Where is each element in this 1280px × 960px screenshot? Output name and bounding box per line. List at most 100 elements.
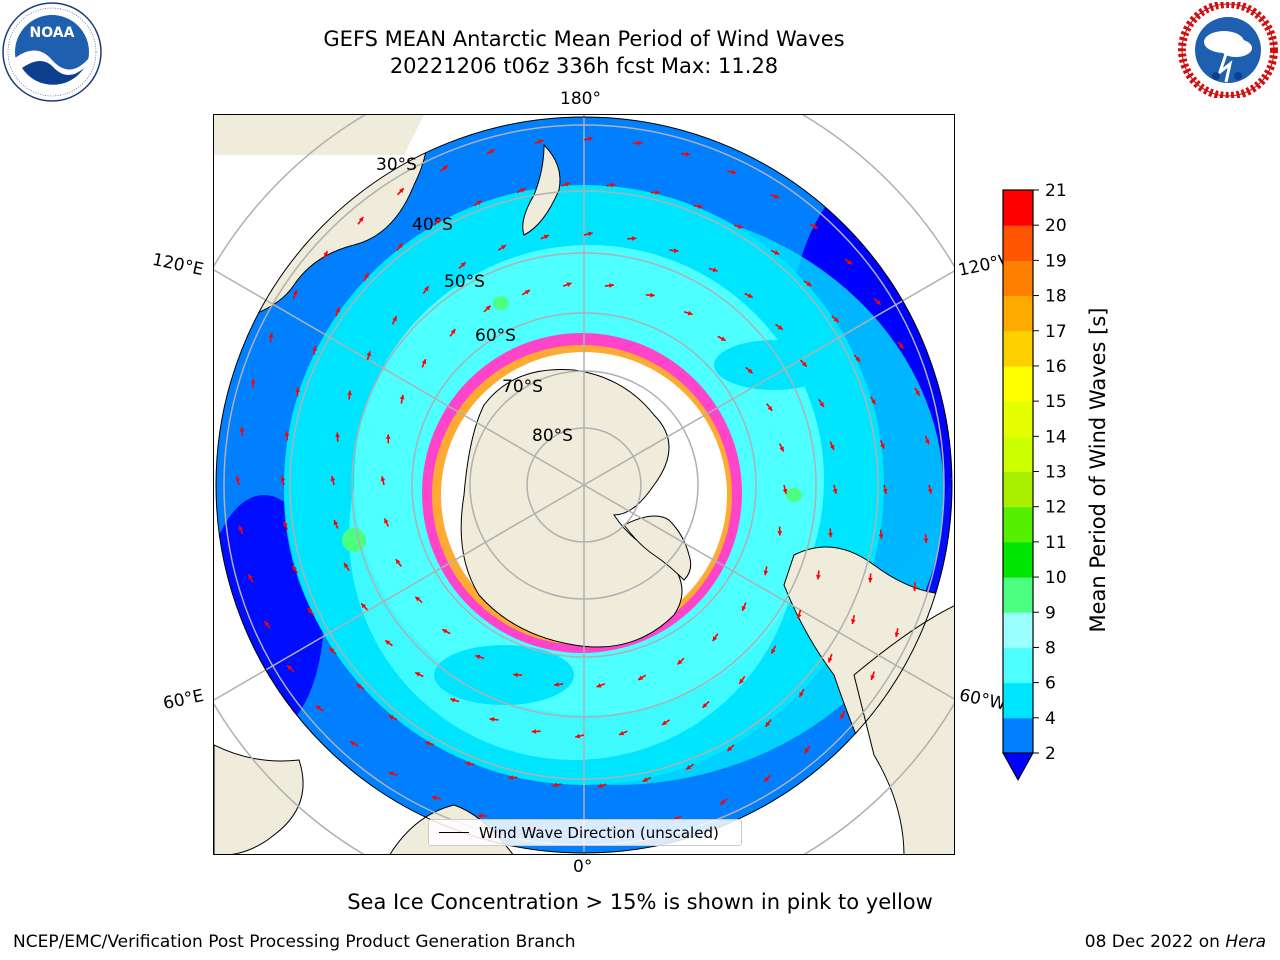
sea-ice-note: Sea Ice Concentration > 15% is shown in … (347, 890, 933, 914)
wind-wave-arrowhead (501, 245, 506, 250)
wind-wave-arrowhead (388, 771, 394, 776)
wind-wave-arrowhead (898, 343, 904, 349)
lat-label-60s: 60°S (475, 326, 516, 346)
wind-wave-arrowhead (543, 234, 549, 240)
wind-wave-arrowhead (642, 777, 648, 782)
wind-wave-arrowhead (870, 399, 876, 405)
wind-wave-arrowhead (268, 332, 274, 338)
wind-wave-arrowhead (840, 713, 845, 719)
wind-wave-arrowhead (250, 378, 256, 384)
wind-wave-arrowhead (465, 761, 471, 767)
chart-subtitle-forecast: 20221206 t06z 336h fcst Max: 11.28 (389, 54, 779, 78)
colorbar-underflow-triangle (1002, 752, 1034, 782)
map-legend: Wind Wave Direction (unscaled) (428, 819, 742, 846)
colorbar-segment (1003, 225, 1033, 261)
wind-wave-arrowhead (673, 248, 679, 253)
wind-wave-arrowhead (552, 782, 558, 788)
wind-wave-arrowhead (388, 715, 394, 720)
wind-wave-arrowhead (450, 328, 456, 334)
wind-wave-arrowhead (650, 292, 655, 298)
wind-wave-arrowhead (662, 720, 667, 725)
wind-wave-arrowhead (312, 346, 318, 351)
wind-wave-arrowhead (677, 659, 683, 665)
wind-wave-arrowhead (293, 289, 298, 295)
wind-wave-arrowhead (870, 675, 875, 681)
colorbar: 2 4 6 8 9 10 11 12 13 14 15 16 17 18 19 20 21 (1002, 181, 1067, 782)
wind-wave-arrowhead (333, 520, 339, 526)
wind-wave-arrowhead (923, 538, 929, 544)
colorbar-tick-label: 10 (1045, 568, 1067, 588)
colorbar-tick-label: 15 (1045, 392, 1067, 412)
colorbar-segment (1003, 647, 1033, 684)
wind-wave-arrowhead (513, 672, 518, 678)
wind-wave-arrowhead (739, 678, 744, 684)
wind-wave-arrowhead (777, 531, 783, 536)
wind-wave-arrowhead (819, 402, 824, 407)
wind-wave-arrowhead (397, 243, 403, 249)
wind-wave-arrowhead (239, 426, 245, 432)
wind-wave-arrowhead (702, 702, 708, 708)
wind-wave-arrowhead (655, 190, 660, 195)
wind-wave-arrowhead (350, 741, 356, 746)
wind-wave-arrowhead (894, 632, 900, 638)
colorbar-segment (1003, 717, 1033, 754)
lat-label-80s: 80°S (532, 426, 573, 446)
wind-wave-arrowhead (631, 236, 637, 241)
wind-wave-arrowhead (777, 325, 783, 330)
wind-wave-arrowhead (385, 434, 391, 439)
wind-wave-arrowhead (329, 647, 335, 653)
wind-wave-arrowhead (315, 705, 321, 711)
wind-wave-arrowhead (637, 140, 643, 146)
wind-wave-arrowhead (763, 570, 769, 576)
map-panel: 30°S 40°S 50°S 60°S 70°S 80°S Wind Wave … (213, 114, 955, 855)
wind-wave-arrowhead (565, 182, 571, 187)
wind-wave-arrowhead (475, 654, 481, 660)
wind-wave-arrowhead (292, 565, 298, 571)
wind-wave-arrowhead (280, 476, 286, 482)
wind-wave-arrowhead (799, 691, 804, 697)
colorbar-tick-label: 16 (1045, 357, 1067, 377)
noaa-logo: NOAA (2, 2, 102, 102)
wind-wave-arrowhead (508, 775, 513, 780)
colorbar-segment (1003, 577, 1033, 613)
lat-label-30s: 30°S (376, 155, 417, 175)
wind-wave-arrowhead (335, 432, 340, 438)
wind-wave-arrowhead (421, 359, 427, 365)
wind-wave-arrowhead (330, 476, 336, 482)
wind-wave-arrowhead (450, 697, 456, 703)
wind-wave-arrowhead (609, 283, 614, 288)
footer-date: 08 Dec 2022 on Hera (1085, 932, 1266, 952)
wind-wave-arrowhead (812, 224, 818, 229)
wind-wave-arrowhead (685, 151, 691, 157)
wind-wave-arrowhead (399, 394, 405, 400)
colorbar-segment (1003, 612, 1033, 648)
colorbar-segment (1003, 190, 1033, 226)
wind-wave-arrowhead (398, 188, 404, 194)
wind-wave-arrowhead (431, 795, 437, 801)
colorbar-segment (1003, 471, 1033, 508)
lon-label-60e: 60°E (161, 685, 206, 715)
wind-wave-arrowhead (442, 629, 448, 634)
wind-wave-arrowhead (720, 336, 726, 341)
wind-wave-arrowhead (712, 267, 718, 273)
wind-wave-arrowhead (619, 730, 625, 736)
colorbar-tick-label: 12 (1045, 498, 1067, 518)
footer-credit: NCEP/EMC/Verification Post Processing Pr… (13, 932, 576, 952)
colorbar-segment (1003, 682, 1033, 719)
footer-date-text: 08 Dec 2022 on (1084, 932, 1226, 952)
wind-wave-arrowhead (248, 574, 253, 580)
wind-wave-arrowhead (847, 259, 853, 265)
wind-wave-arrowhead (806, 281, 812, 286)
wind-wave-arrowhead (832, 488, 838, 494)
wind-wave-arrowhead (575, 733, 581, 739)
wind-wave-arrowhead (295, 387, 301, 393)
wind-wave-arrowhead (489, 717, 495, 722)
wind-wave-arrowhead (415, 672, 421, 677)
wind-wave-arrowhead (395, 559, 401, 565)
wind-wave-arrowhead (477, 813, 483, 819)
wind-wave-arrowhead (878, 534, 884, 539)
wind-wave-arrowhead (801, 361, 807, 367)
wind-wave-arrowhead (855, 356, 860, 362)
wind-wave-arrowhead (554, 682, 559, 687)
wind-wave-arrowhead (283, 521, 288, 527)
